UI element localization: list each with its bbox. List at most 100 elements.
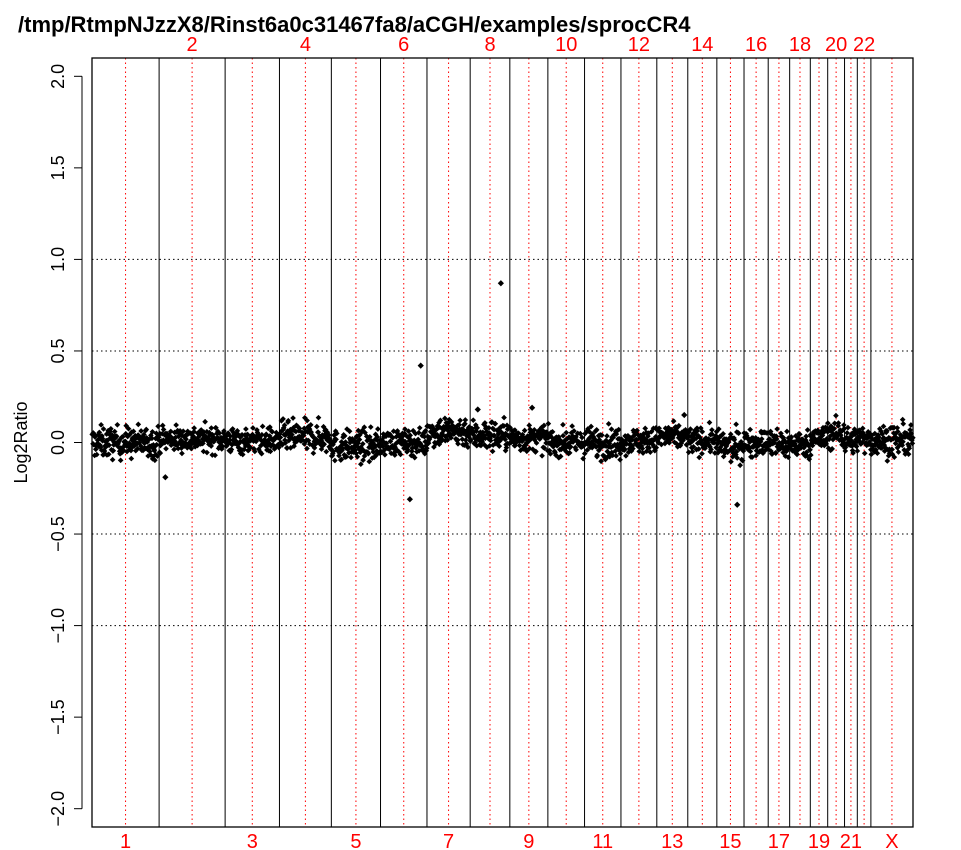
data-point bbox=[670, 418, 677, 424]
data-point bbox=[608, 426, 615, 433]
data-point bbox=[96, 429, 103, 436]
data-point bbox=[861, 450, 868, 457]
data-point bbox=[690, 444, 697, 450]
y-tick-label: 1.0 bbox=[48, 247, 68, 272]
data-point bbox=[143, 426, 150, 433]
data-point bbox=[539, 452, 545, 459]
chart-title: /tmp/RtmpNJzzX8/Rinst6a0c31467fa8/aCGH/e… bbox=[18, 12, 691, 37]
data-point bbox=[609, 452, 616, 459]
data-point bbox=[267, 448, 274, 455]
y-tick-label: 0.0 bbox=[48, 430, 68, 455]
data-point bbox=[407, 432, 413, 439]
data-point bbox=[134, 445, 141, 452]
data-point bbox=[346, 428, 353, 435]
y-tick-label: −2.0 bbox=[48, 791, 68, 827]
data-point bbox=[906, 445, 913, 452]
data-point bbox=[153, 441, 160, 448]
data-point bbox=[474, 425, 481, 431]
data-point bbox=[219, 443, 226, 450]
data-point bbox=[216, 430, 223, 437]
data-point bbox=[191, 425, 197, 431]
data-point bbox=[422, 427, 429, 434]
y-tick-label: −1.0 bbox=[48, 608, 68, 644]
chromosome-label-4: 4 bbox=[300, 34, 311, 56]
data-point bbox=[696, 454, 703, 461]
data-point bbox=[457, 417, 464, 424]
data-point bbox=[773, 436, 780, 442]
data-point bbox=[284, 445, 291, 451]
data-point bbox=[482, 420, 488, 426]
data-point bbox=[135, 421, 142, 428]
data-point bbox=[92, 446, 99, 453]
data-point bbox=[891, 424, 897, 431]
data-point bbox=[111, 428, 118, 435]
data-point bbox=[543, 440, 549, 446]
data-point bbox=[487, 437, 494, 444]
data-point bbox=[567, 443, 574, 450]
data-point bbox=[533, 440, 540, 446]
data-point bbox=[372, 442, 378, 449]
data-point bbox=[646, 445, 652, 451]
chromosome-label-9: 9 bbox=[523, 831, 534, 850]
data-point bbox=[639, 445, 646, 452]
data-point bbox=[221, 428, 227, 434]
data-point bbox=[315, 414, 322, 421]
data-point-outlier bbox=[734, 501, 741, 508]
data-point bbox=[404, 446, 411, 453]
chromosome-label-7: 7 bbox=[443, 831, 454, 850]
data-point bbox=[108, 425, 114, 432]
data-point bbox=[229, 426, 236, 432]
data-point bbox=[492, 420, 499, 427]
data-point bbox=[356, 436, 363, 443]
data-point bbox=[831, 420, 838, 427]
data-point bbox=[415, 429, 422, 436]
data-point bbox=[621, 446, 628, 452]
data-point bbox=[541, 445, 548, 451]
data-point bbox=[123, 422, 129, 429]
data-point bbox=[747, 426, 753, 433]
chromosome-label-20: 20 bbox=[825, 34, 847, 56]
data-point bbox=[868, 451, 875, 458]
data-point bbox=[208, 443, 214, 449]
data-point bbox=[175, 445, 182, 452]
data-point-outlier bbox=[681, 411, 688, 419]
data-point bbox=[454, 437, 461, 443]
data-point bbox=[634, 427, 640, 434]
data-point-outlier bbox=[497, 280, 504, 287]
data-point bbox=[130, 428, 137, 435]
data-point bbox=[421, 433, 428, 440]
data-point bbox=[695, 446, 702, 452]
data-point bbox=[280, 416, 286, 422]
data-point bbox=[383, 440, 390, 447]
data-point bbox=[699, 428, 706, 435]
data-point bbox=[259, 423, 266, 430]
data-point bbox=[375, 426, 381, 432]
data-point bbox=[563, 429, 570, 436]
data-point bbox=[152, 457, 158, 464]
data-point bbox=[841, 422, 847, 428]
data-point bbox=[739, 457, 746, 464]
data-point bbox=[758, 436, 765, 442]
data-point bbox=[359, 440, 366, 447]
chromosome-label-21: 21 bbox=[840, 831, 862, 850]
data-point bbox=[202, 418, 208, 425]
data-point bbox=[155, 423, 161, 430]
data-point bbox=[456, 421, 462, 428]
chromosome-label-15: 15 bbox=[719, 831, 741, 850]
data-point bbox=[503, 444, 510, 451]
data-point bbox=[462, 417, 469, 423]
data-point bbox=[526, 422, 533, 429]
data-point bbox=[290, 415, 296, 421]
data-point bbox=[332, 457, 338, 464]
data-point bbox=[588, 423, 594, 430]
data-point bbox=[523, 448, 530, 455]
data-point bbox=[120, 433, 126, 440]
data-point bbox=[656, 425, 662, 432]
chromosome-label-19: 19 bbox=[808, 831, 830, 850]
data-point bbox=[519, 431, 526, 438]
data-point bbox=[416, 425, 423, 431]
data-point bbox=[844, 430, 850, 436]
data-point bbox=[733, 421, 739, 428]
data-point bbox=[605, 421, 612, 427]
chromosome-label-8: 8 bbox=[484, 34, 495, 56]
